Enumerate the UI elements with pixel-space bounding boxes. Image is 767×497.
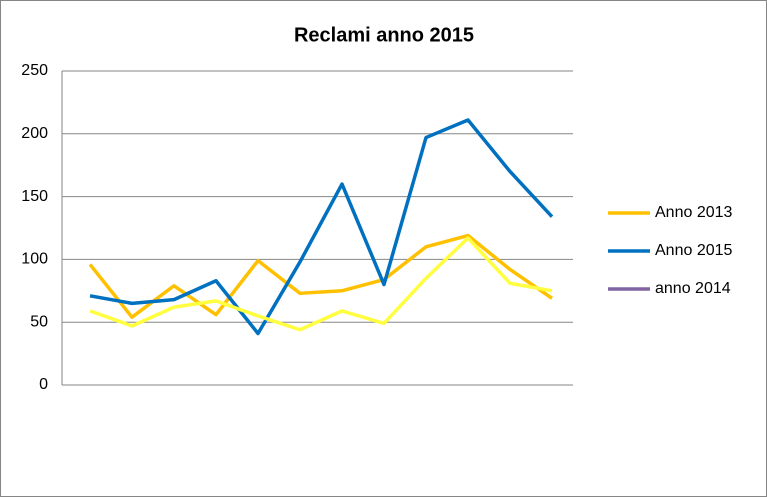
y-tick-label: 100 (21, 251, 48, 268)
y-tick-label: 150 (21, 188, 48, 205)
y-tick-label: 0 (39, 376, 48, 393)
line-series (88, 233, 553, 319)
y-tick-label: 50 (30, 313, 48, 330)
y-tick-label: 200 (21, 125, 48, 142)
legend-label: Anno 2015 (655, 242, 733, 259)
chart-title: Reclami anno 2015 (294, 24, 474, 46)
legend-label: anno 2014 (655, 280, 731, 297)
y-tick-label: 250 (21, 62, 48, 79)
legend-label: Anno 2013 (655, 204, 733, 221)
line-series (89, 236, 553, 332)
line-series (89, 118, 554, 336)
